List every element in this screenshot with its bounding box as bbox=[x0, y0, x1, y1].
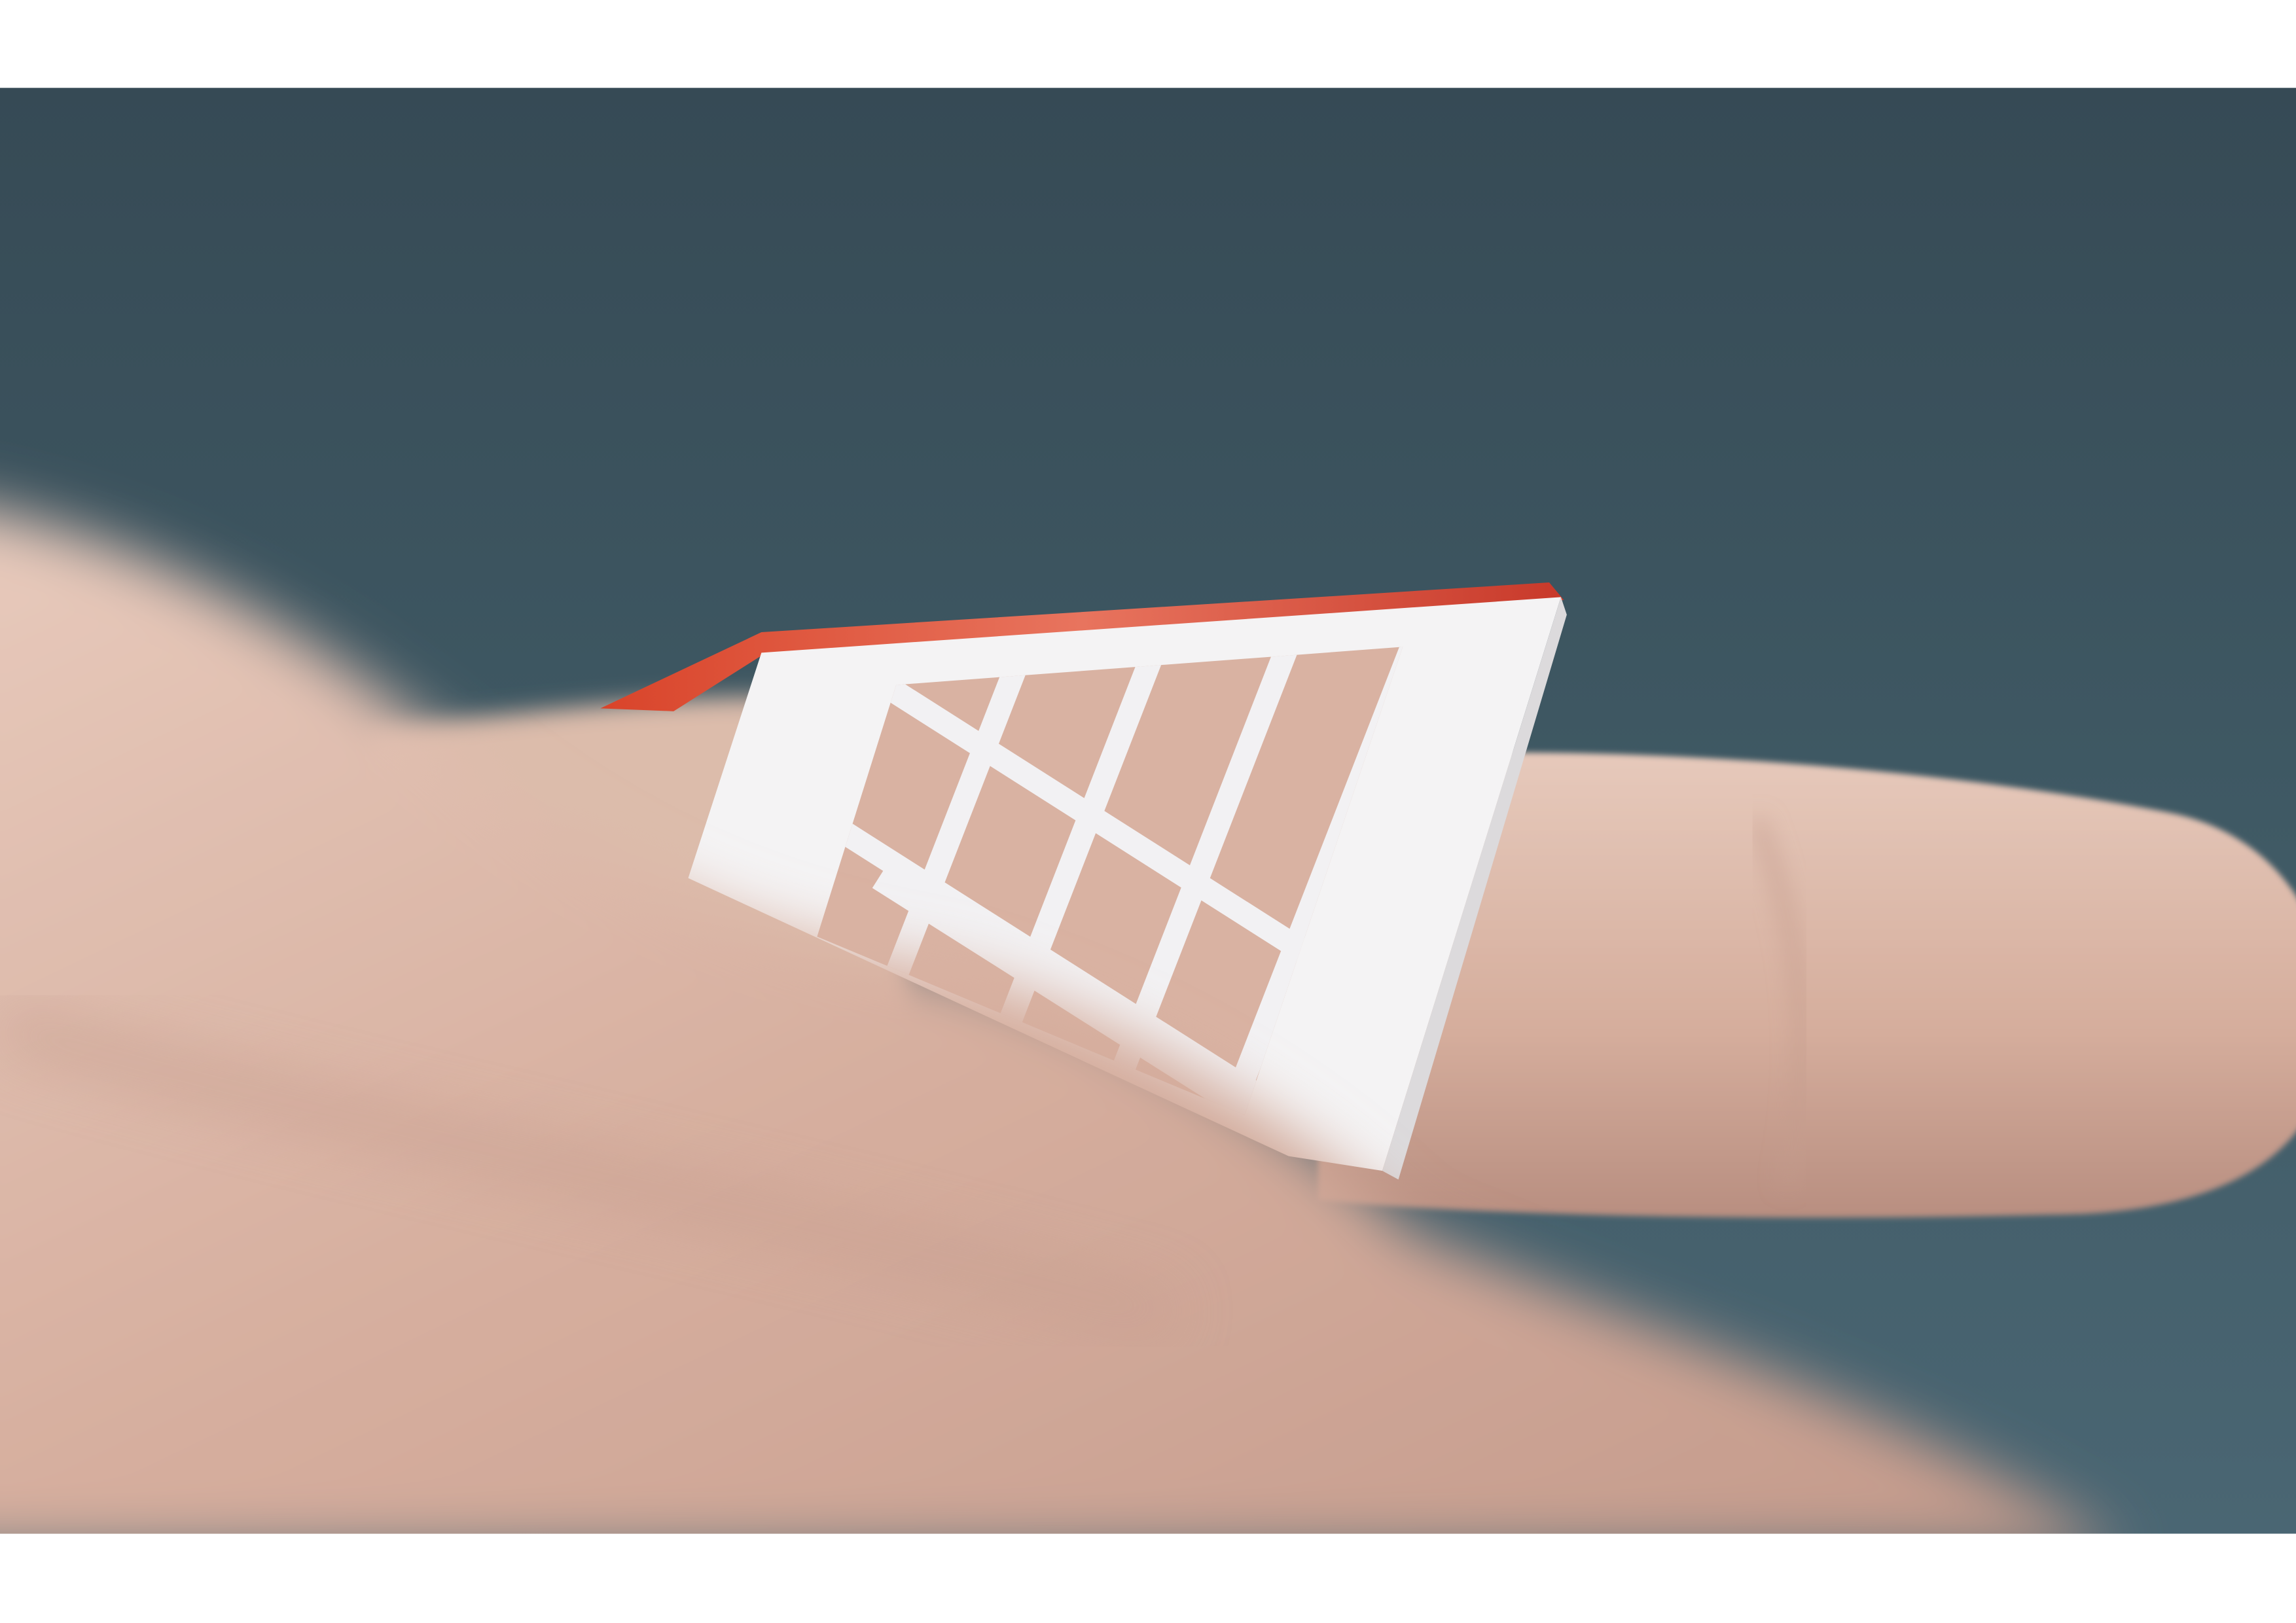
ring-window bbox=[817, 647, 1403, 1116]
hand-shadow bbox=[0, 1003, 1177, 1339]
finger bbox=[1318, 752, 2296, 1218]
ring-side bbox=[1382, 597, 1567, 1180]
scene bbox=[0, 88, 2296, 1534]
finger-crease bbox=[1753, 817, 1806, 1186]
hand bbox=[0, 512, 2096, 1534]
